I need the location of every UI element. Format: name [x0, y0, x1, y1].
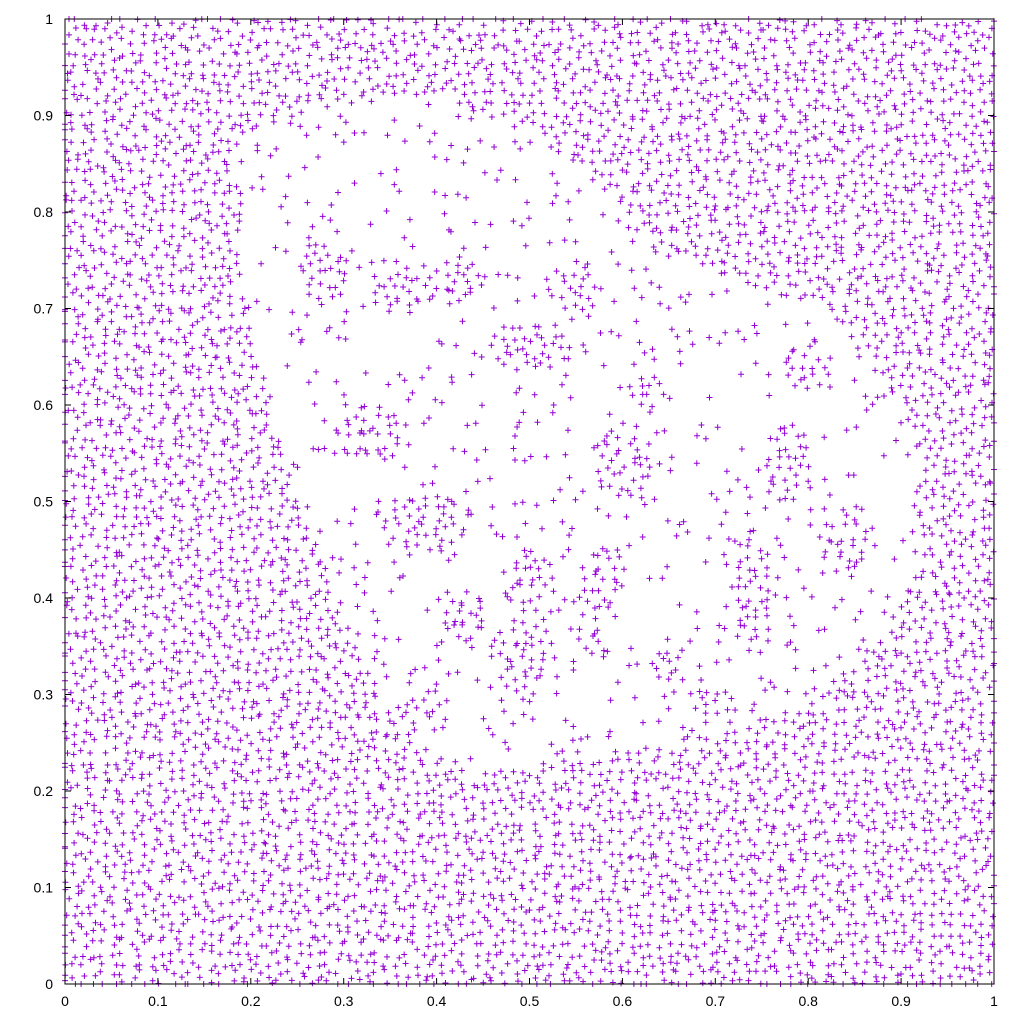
y-tick-label: 0.2: [34, 783, 54, 799]
y-tick-label: 0.7: [34, 301, 54, 317]
x-tick-label: 0.5: [520, 993, 540, 1009]
x-tick-label: 0.1: [148, 993, 168, 1009]
y-tick-label: 0.3: [34, 687, 54, 703]
y-tick-label: 0: [45, 976, 53, 992]
x-tick-label: 0.3: [334, 993, 354, 1009]
x-axis-tick-labels: 0 0.1 0.2 0.3 0.4 0.5 0.6 0.7 0.8 0.9 1: [61, 993, 998, 1009]
x-tick-label: 0.2: [241, 993, 261, 1009]
x-tick-label: 0.8: [798, 993, 818, 1009]
y-tick-label: 0.9: [34, 108, 54, 124]
x-tick-label: 0.6: [613, 993, 633, 1009]
y-tick-label: 0.5: [34, 494, 54, 510]
x-tick-label: 0.4: [427, 993, 447, 1009]
x-tick-label: 0.9: [891, 993, 911, 1009]
x-tick-label: 0.7: [706, 993, 726, 1009]
y-tick-label: 0.6: [34, 397, 54, 413]
y-axis-tick-labels: 0 0.1 0.2 0.3 0.4 0.5 0.6 0.7 0.8 0.9 1: [34, 11, 54, 992]
axis-ticks: [64, 18, 995, 985]
y-tick-label: 1: [45, 11, 53, 27]
x-tick-label: 0: [61, 993, 69, 1009]
y-tick-label: 0.8: [34, 204, 54, 220]
x-tick-label: 1: [990, 993, 998, 1009]
y-tick-label: 0.1: [34, 880, 54, 896]
y-tick-label: 0.4: [34, 590, 54, 606]
